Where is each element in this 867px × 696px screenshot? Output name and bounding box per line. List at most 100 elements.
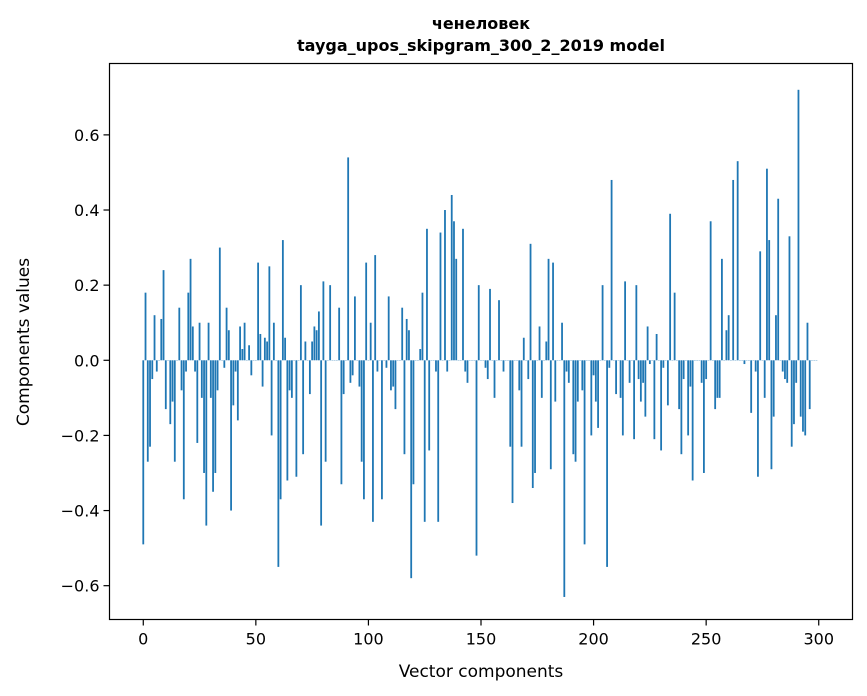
bar-224: [646, 326, 649, 361]
bar-139: [455, 258, 458, 361]
bar-223: [644, 360, 647, 417]
bar-29: [207, 322, 210, 361]
bar-62: [281, 240, 284, 361]
bar-244: [691, 360, 694, 481]
bar-25: [198, 322, 201, 361]
bar-195: [581, 360, 584, 391]
y-tick-label: 0.4: [74, 201, 99, 220]
bar-110: [390, 360, 392, 391]
bar-171: [527, 360, 530, 380]
bar-218: [633, 360, 635, 440]
bar-182: [552, 262, 554, 361]
bar-56: [268, 266, 271, 361]
bar-256: [718, 360, 721, 398]
x-tick-label: 150: [466, 630, 497, 649]
bar-20: [187, 292, 190, 361]
bar-186: [561, 322, 563, 361]
bar-9: [162, 270, 165, 361]
bar-120: [412, 360, 415, 485]
bar-32: [214, 360, 217, 473]
bar-10: [164, 360, 167, 410]
x-tick-label: 50: [246, 630, 266, 649]
bar-173: [531, 360, 534, 489]
bar-79: [320, 360, 323, 526]
bar-280: [772, 360, 775, 417]
bar-295: [806, 322, 809, 361]
bar-167: [518, 360, 521, 391]
bar-47: [248, 345, 250, 361]
bar-192: [574, 360, 577, 462]
bar-70: [299, 285, 302, 361]
bar-189: [567, 360, 570, 383]
bar-14: [173, 360, 176, 462]
y-tick-label: 0.0: [74, 351, 99, 370]
bar-65: [288, 360, 291, 391]
bars-group: [142, 89, 818, 597]
bar-102: [372, 360, 374, 522]
bar-148: [475, 360, 478, 556]
bar-36: [223, 360, 226, 368]
bar-219: [635, 285, 638, 361]
bar-118: [408, 330, 410, 361]
bar-132: [439, 232, 442, 361]
bar-293: [802, 360, 804, 432]
bar-31: [212, 360, 214, 492]
bar-111: [392, 360, 395, 387]
bar-134: [444, 210, 446, 361]
bar-252: [709, 221, 712, 361]
bar-75: [311, 341, 314, 361]
bar-112: [394, 360, 397, 410]
bar-260: [727, 315, 730, 361]
bar-43: [239, 326, 241, 361]
bar-248: [700, 360, 703, 383]
bar-240: [682, 360, 685, 380]
bar-222: [642, 360, 645, 383]
bar-233: [666, 360, 669, 406]
bar-94: [354, 296, 356, 361]
bar-287: [788, 236, 791, 361]
bar-117: [405, 318, 408, 361]
bar-273: [757, 360, 759, 477]
y-tick-label: 0.2: [74, 276, 99, 295]
chart-title: ченеловек: [432, 14, 530, 33]
bar-1: [144, 292, 147, 361]
bar-181: [549, 360, 552, 470]
bar-214: [624, 281, 626, 361]
bar-284: [781, 360, 784, 372]
bar-21: [189, 258, 192, 361]
bar-270: [750, 360, 753, 413]
bar-63: [284, 337, 287, 361]
bar-33: [216, 360, 219, 391]
bar-91: [347, 157, 350, 361]
bar-277: [766, 168, 768, 361]
bar-71: [302, 360, 305, 455]
bar-24: [196, 360, 199, 443]
bar-188: [565, 360, 568, 372]
bar-16: [178, 307, 181, 361]
bar-28: [205, 360, 208, 526]
x-axis-ticks: 0 50 100 150 200 250 300: [138, 619, 834, 649]
bar-60: [277, 360, 280, 567]
bar-257: [721, 258, 723, 361]
bar-296: [808, 360, 811, 410]
bar-45: [243, 322, 246, 361]
bar-220: [637, 360, 640, 380]
bar-242: [687, 360, 690, 436]
bar-4: [151, 360, 154, 380]
bar-144: [466, 360, 469, 383]
bar-92: [349, 360, 352, 383]
bar-221: [639, 360, 642, 402]
bar-169: [522, 337, 525, 361]
bar-77: [315, 330, 318, 361]
bar-39: [230, 360, 232, 511]
y-axis-ticks: −0.6 −0.4 −0.2 0.0 0.2 0.4 0.6: [61, 126, 110, 596]
bar-115: [401, 307, 404, 361]
bar-289: [793, 360, 795, 425]
bar-48: [250, 360, 253, 376]
bar-238: [678, 360, 681, 410]
y-tick-label: −0.6: [61, 577, 100, 596]
bar-177: [540, 360, 543, 398]
x-tick-label: 300: [803, 630, 834, 649]
bar-119: [410, 360, 413, 579]
